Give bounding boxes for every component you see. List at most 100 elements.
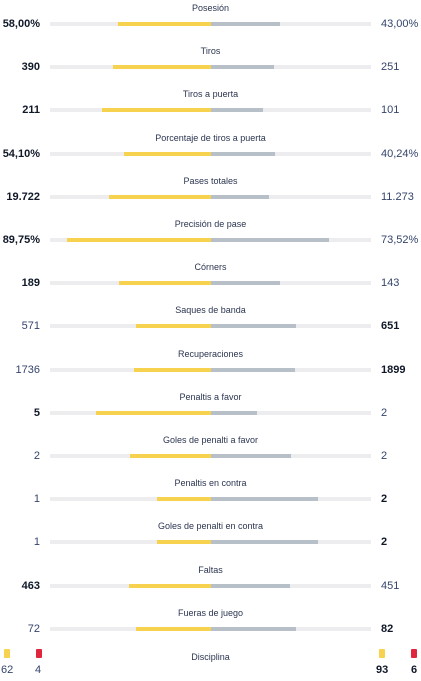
- stat-label: Tiros a puerta: [182, 89, 239, 100]
- home-value: 1736: [15, 363, 40, 376]
- home-value: 390: [21, 61, 40, 74]
- away-bar-fill: [211, 281, 280, 286]
- away-bar-track: [211, 410, 371, 415]
- away-value: 143: [381, 277, 400, 290]
- home-bar-fill: [96, 410, 211, 415]
- stat-row: Saques de banda 571 651: [0, 304, 421, 347]
- away-bar-track: [211, 454, 371, 458]
- home-value: 5: [33, 406, 40, 419]
- home-bar-track: [50, 626, 211, 631]
- yellow-card-icon: [4, 649, 10, 658]
- away-bar-fill: [211, 583, 290, 588]
- red-card-icon: [411, 649, 417, 658]
- home-bar-track: [50, 324, 211, 329]
- home-red-count: 4: [35, 664, 42, 676]
- away-value: 2: [381, 406, 388, 419]
- away-value: 251: [381, 61, 400, 74]
- home-value: 58,00%: [2, 18, 40, 30]
- home-bar-track: [50, 151, 211, 156]
- home-bar-fill: [102, 108, 211, 113]
- stat-row: Tiros 390 251: [0, 45, 421, 88]
- stat-row: Posesión 58,00% 43,00%: [0, 2, 421, 45]
- home-bar-track: [50, 108, 211, 113]
- home-bar-fill: [136, 626, 211, 631]
- stat-row: Córners 189 143: [0, 261, 421, 304]
- stat-row: Recuperaciones 1736 1899: [0, 348, 421, 391]
- home-bar-fill: [124, 151, 211, 156]
- home-bar-fill: [157, 540, 211, 545]
- away-yellow-count: 93: [376, 664, 389, 676]
- away-value: 11.273: [381, 190, 414, 203]
- stat-row: Pases totales 19.722 11.273: [0, 175, 421, 218]
- away-bar-fill: [211, 324, 296, 329]
- home-bar-track: [50, 410, 211, 415]
- away-bar-fill: [211, 626, 296, 631]
- home-bar-fill: [119, 281, 211, 286]
- stat-label: Goles de penalti en contra: [157, 521, 264, 532]
- away-bar-fill: [211, 65, 274, 70]
- home-bar-fill: [157, 497, 211, 502]
- home-bar-fill: [109, 194, 211, 199]
- home-bar-track: [50, 22, 211, 26]
- home-bar-track: [50, 367, 211, 372]
- stat-row: Penaltis a favor 5 2: [0, 391, 421, 434]
- stat-label: Recuperaciones: [177, 348, 244, 359]
- home-value: 72: [27, 622, 40, 635]
- home-value: 1: [33, 536, 40, 549]
- stat-label: Posesión: [191, 3, 230, 13]
- away-bar-track: [211, 324, 371, 329]
- home-bar-track: [50, 65, 211, 70]
- away-bar-fill: [211, 410, 257, 415]
- away-value: 1899: [381, 363, 406, 376]
- away-bar-fill: [211, 22, 280, 26]
- home-bar-fill: [134, 367, 211, 372]
- away-bar-fill: [211, 194, 269, 199]
- home-bar-track: [50, 194, 211, 199]
- away-bar-track: [211, 626, 371, 631]
- yellow-card-icon: [379, 649, 385, 658]
- away-bar-fill: [211, 151, 275, 156]
- home-bar-fill: [67, 238, 211, 242]
- away-bar-fill: [211, 367, 295, 372]
- away-value: 43,00%: [381, 18, 419, 30]
- stat-label: Goles de penalti a favor: [162, 435, 259, 445]
- discipline-row: 62 4 Disciplina 93 6: [0, 645, 421, 681]
- home-bar-track: [50, 454, 211, 458]
- home-yellow-count: 62: [1, 664, 14, 676]
- stat-row: Porcentaje de tiros a puerta 54,10% 40,24%: [0, 132, 421, 175]
- away-bar-track: [211, 151, 371, 156]
- stat-row: Faltas 463 451: [0, 564, 421, 607]
- home-bar-fill: [136, 324, 211, 329]
- home-bar-track: [50, 540, 211, 545]
- home-bar-fill: [129, 583, 211, 588]
- stat-row: Fueras de juego 72 82: [0, 607, 421, 650]
- away-bar-track: [211, 22, 371, 26]
- home-value: 463: [21, 579, 40, 592]
- away-bar-track: [211, 108, 371, 113]
- home-value: 2: [33, 450, 40, 462]
- away-bar-track: [211, 281, 371, 286]
- stat-label: Penaltis en contra: [174, 478, 247, 489]
- away-bar-track: [211, 583, 371, 588]
- home-value: 211: [22, 104, 40, 117]
- stat-label: Precisión de pase: [174, 219, 247, 229]
- home-value: 1: [33, 493, 40, 506]
- away-bar-fill: [211, 238, 329, 242]
- home-value: 571: [21, 320, 40, 333]
- away-value: 2: [381, 493, 388, 506]
- away-value: 73,52%: [381, 234, 419, 246]
- away-bar-fill: [211, 108, 263, 113]
- stat-row: Tiros a puerta 211 101: [0, 88, 421, 131]
- away-value: 40,24%: [381, 147, 419, 160]
- stat-label: Saques de banda: [175, 305, 246, 316]
- stat-label: Tiros: [200, 46, 221, 57]
- away-bar-track: [211, 65, 371, 70]
- away-bar-fill: [211, 454, 291, 458]
- home-bar-fill: [130, 454, 211, 458]
- stat-row: Goles de penalti en contra 1 2: [0, 520, 421, 563]
- stat-label: Penaltis a favor: [179, 391, 242, 402]
- away-value: 2: [381, 536, 388, 549]
- away-bar-track: [211, 238, 371, 242]
- away-value: 101: [381, 104, 400, 117]
- stat-label: Faltas: [198, 564, 223, 575]
